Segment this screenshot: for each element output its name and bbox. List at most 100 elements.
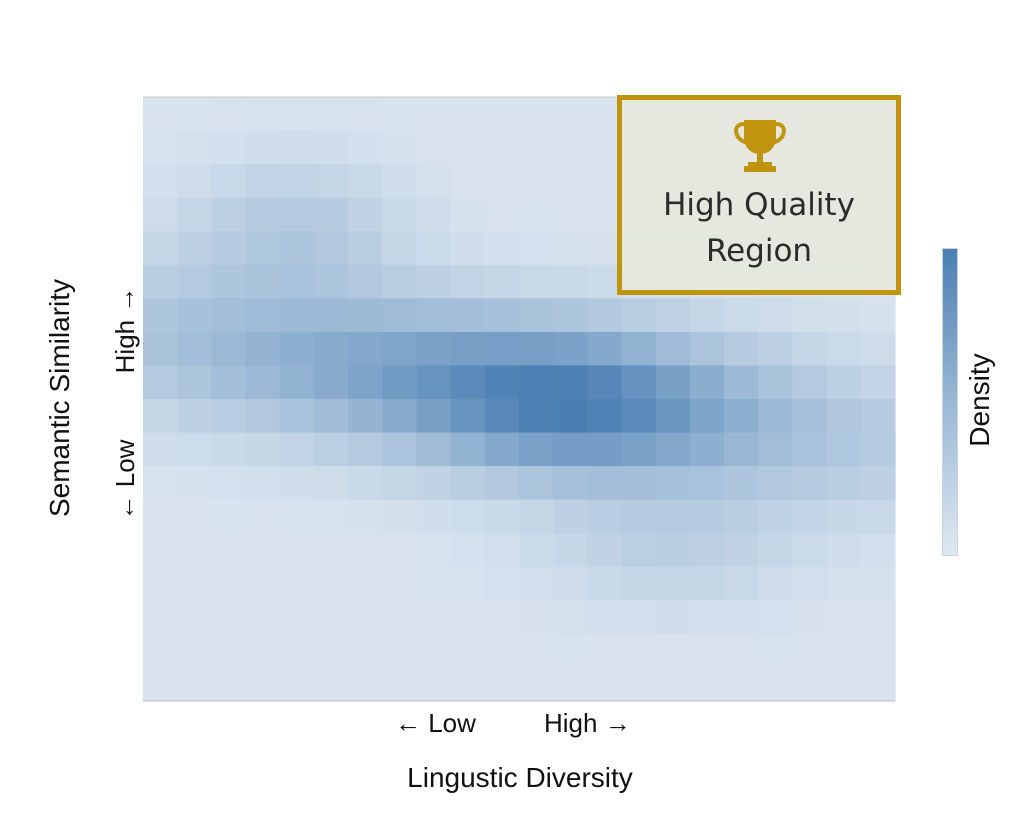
heatmap-cell (313, 633, 349, 669)
heatmap-cell (621, 667, 657, 702)
heatmap-cell (313, 197, 349, 232)
heatmap-cell (211, 164, 247, 199)
heatmap-cell (313, 298, 349, 333)
heatmap-cell (519, 164, 554, 199)
heatmap-cell (177, 466, 212, 501)
y-tick-high: High → (110, 286, 140, 374)
heatmap-cell (758, 600, 794, 635)
heatmap-cell (587, 600, 623, 635)
heatmap-cell (826, 499, 862, 534)
heatmap-cell (519, 130, 554, 165)
heatmap-cell (484, 432, 520, 467)
heatmap-cell (826, 365, 862, 400)
heatmap-cell (860, 633, 896, 669)
heatmap-cell (348, 197, 383, 232)
heatmap-cell (211, 231, 247, 266)
heatmap-cell (689, 432, 725, 467)
heatmap-cell (143, 466, 178, 501)
heatmap-cell (553, 231, 588, 266)
heatmap-cell (826, 298, 862, 333)
heatmap-cell (143, 197, 178, 232)
heatmap-cell (724, 600, 759, 635)
heatmap-cell (143, 533, 178, 568)
heatmap-cell (211, 399, 247, 434)
heatmap-cell (450, 466, 486, 501)
heatmap-cell (348, 399, 383, 434)
heatmap-cell (416, 298, 452, 333)
heatmap-cell (211, 365, 247, 400)
heatmap-cell (279, 466, 315, 501)
heatmap-cell (689, 365, 725, 400)
high-quality-region-label: High Quality Region (622, 182, 896, 274)
heatmap-cell (348, 600, 383, 635)
heatmap-cell (313, 533, 349, 568)
heatmap-cell (177, 432, 212, 467)
heatmap-cell (758, 667, 794, 702)
heatmap-cell (177, 197, 212, 232)
heatmap-cell (245, 298, 281, 333)
heatmap-cell (792, 633, 828, 669)
heatmap-cell (416, 231, 452, 266)
heatmap-cell (143, 231, 178, 266)
heatmap-cell (792, 533, 828, 568)
heatmap-cell (382, 365, 418, 400)
heatmap-cell (758, 298, 794, 333)
heatmap-cell (245, 97, 281, 132)
heatmap-cell (382, 197, 418, 232)
heatmap-cell (416, 633, 452, 669)
heatmap-cell (211, 566, 247, 601)
heatmap-cell (245, 667, 281, 702)
heatmap-cell (279, 633, 315, 669)
heatmap-cell (826, 566, 862, 601)
heatmap-cell (245, 633, 281, 669)
heatmap-cell (313, 264, 349, 299)
heatmap-cell (211, 533, 247, 568)
heatmap-cell (348, 231, 383, 266)
heatmap-cell (826, 633, 862, 669)
heatmap-cell (450, 298, 486, 333)
heatmap-cell (792, 499, 828, 534)
heatmap-cell (689, 499, 725, 534)
heatmap-cell (416, 566, 452, 601)
heatmap-cell (621, 566, 657, 601)
heatmap-cell (143, 365, 178, 400)
heatmap-cell (177, 633, 212, 669)
heatmap-cell (279, 600, 315, 635)
heatmap-cell (450, 97, 486, 132)
heatmap-cell (211, 432, 247, 467)
heatmap-cell (313, 667, 349, 702)
heatmap-cell (519, 633, 554, 669)
heatmap-cell (450, 600, 486, 635)
heatmap-cell (143, 264, 178, 299)
heatmap-cell (724, 499, 759, 534)
heatmap-cell (860, 667, 896, 702)
heatmap-cell (724, 566, 759, 601)
heatmap-cell (587, 633, 623, 669)
heatmap-cell (382, 97, 418, 132)
heatmap-cell (587, 399, 623, 434)
heatmap-cell (177, 130, 212, 165)
heatmap-cell (348, 298, 383, 333)
heatmap-cell (587, 164, 623, 199)
heatmap-cell (245, 600, 281, 635)
heatmap-cell (177, 231, 212, 266)
heatmap-cell (279, 298, 315, 333)
heatmap-cell (313, 130, 349, 165)
heatmap-cell (689, 331, 725, 367)
heatmap-cell (655, 667, 691, 702)
heatmap-cell (313, 566, 349, 601)
heatmap-cell (860, 466, 896, 501)
heatmap-cell (553, 197, 588, 232)
heatmap-cell (484, 533, 520, 568)
heatmap-cell (758, 399, 794, 434)
heatmap-cell (416, 432, 452, 467)
heatmap-cell (826, 432, 862, 467)
heatmap-cell (177, 499, 212, 534)
heatmap-cell (519, 97, 554, 132)
heatmap-cell (621, 399, 657, 434)
heatmap-cell (348, 533, 383, 568)
heatmap-cell (553, 499, 588, 534)
heatmap-cell (348, 667, 383, 702)
heatmap-cell (279, 499, 315, 534)
